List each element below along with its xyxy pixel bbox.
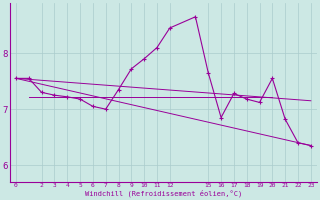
X-axis label: Windchill (Refroidissement éolien,°C): Windchill (Refroidissement éolien,°C) bbox=[85, 190, 242, 197]
